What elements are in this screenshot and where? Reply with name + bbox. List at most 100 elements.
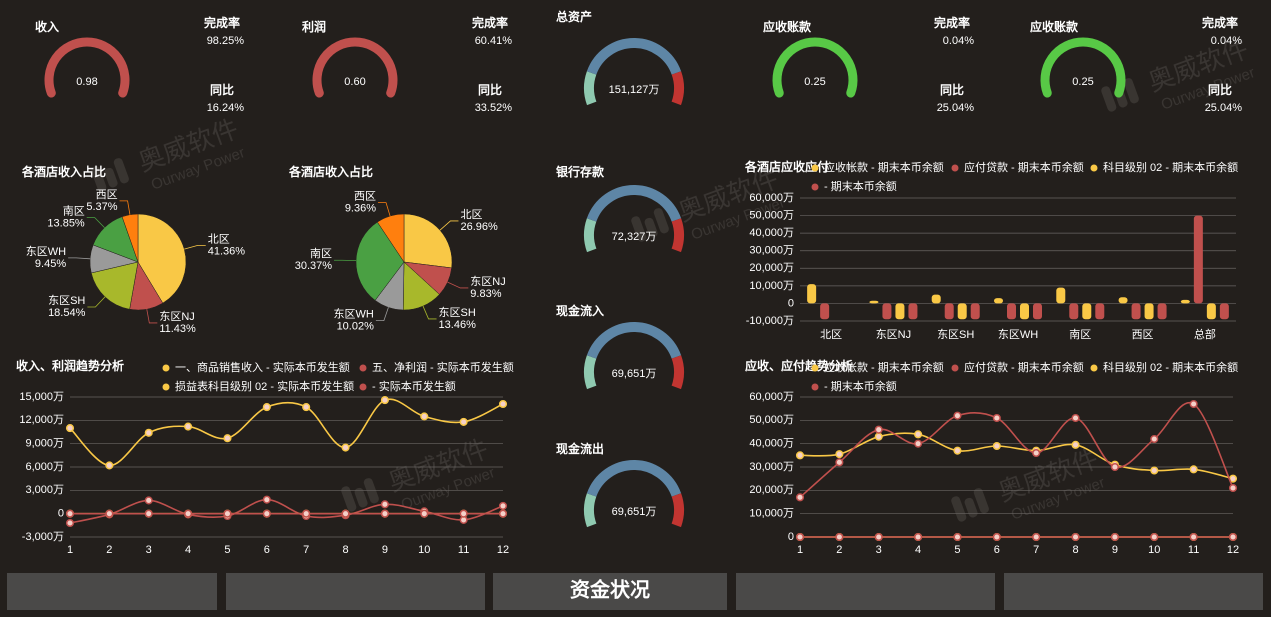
line-point bbox=[420, 412, 429, 421]
gauge-arc bbox=[1040, 37, 1126, 98]
bar bbox=[970, 303, 980, 320]
legend-dot bbox=[811, 364, 819, 372]
leader-line bbox=[375, 307, 389, 322]
legend-dot bbox=[951, 364, 959, 372]
line-point bbox=[835, 532, 844, 542]
y-tick-label: 50,000万 bbox=[749, 209, 794, 221]
bar bbox=[1157, 303, 1167, 320]
y-tick-label: 20,000万 bbox=[749, 262, 794, 274]
chart-title: 收入、利润趋势分析 bbox=[16, 358, 124, 373]
watermark-icon bbox=[91, 166, 107, 192]
line-point bbox=[223, 434, 232, 443]
kpi-label: 完成率 bbox=[472, 15, 508, 30]
kpi-value: 0.04% bbox=[943, 35, 974, 47]
nav-button[interactable] bbox=[226, 573, 485, 610]
gauge-title: 现金流出 bbox=[556, 441, 604, 456]
line-point bbox=[992, 413, 1001, 423]
x-tick-label: 11 bbox=[1188, 544, 1199, 556]
line-point bbox=[1150, 532, 1159, 542]
line-point bbox=[953, 446, 962, 455]
pie-value: 5.37% bbox=[86, 201, 117, 213]
bar bbox=[807, 284, 817, 304]
gauge-band bbox=[586, 185, 682, 222]
nav-button[interactable] bbox=[1004, 573, 1263, 610]
gauge-band bbox=[586, 38, 682, 75]
bar bbox=[957, 303, 967, 320]
line-point bbox=[144, 428, 153, 437]
gauge-value: 69,651万 bbox=[612, 368, 657, 380]
line-point bbox=[144, 509, 153, 518]
chart-title: 应收、应付趋势分析 bbox=[745, 358, 853, 373]
legend-label: - 期末本币余额 bbox=[824, 179, 897, 193]
gauge-value: 69,651万 bbox=[612, 506, 657, 518]
line-point bbox=[1150, 434, 1159, 444]
gauge-band bbox=[671, 71, 684, 106]
watermark-icon bbox=[113, 158, 129, 184]
nav-button[interactable] bbox=[7, 573, 217, 610]
legend-dot bbox=[1090, 364, 1098, 372]
line-point bbox=[380, 509, 389, 518]
gauge-arc bbox=[44, 37, 130, 98]
y-tick-label: 0 bbox=[788, 531, 794, 543]
leader-line bbox=[447, 281, 469, 289]
kpi-value: 98.25% bbox=[207, 35, 245, 47]
kpi-value: 33.52% bbox=[475, 102, 513, 114]
x-tick-label: 6 bbox=[264, 544, 270, 556]
line-point bbox=[262, 509, 271, 518]
leader-line bbox=[68, 257, 91, 260]
y-tick-label: 40,000万 bbox=[749, 227, 794, 239]
y-tick-label: 40,000万 bbox=[749, 438, 794, 450]
kpi-label: 同比 bbox=[478, 82, 502, 97]
legend-dot bbox=[951, 164, 959, 172]
x-tick-label: 西区 bbox=[1132, 329, 1154, 341]
legend-dot bbox=[162, 364, 170, 372]
bar bbox=[1180, 299, 1190, 304]
legend-dot bbox=[811, 383, 819, 391]
legend-label: 科目级别 02 - 期末本币余额 bbox=[1103, 160, 1238, 174]
pie-value: 10.02% bbox=[337, 321, 375, 333]
legend-dot bbox=[359, 383, 367, 391]
y-tick-label: 60,000万 bbox=[749, 391, 794, 403]
leader-line bbox=[119, 200, 131, 215]
line-point bbox=[992, 532, 1001, 542]
gauge-band bbox=[584, 355, 597, 390]
kpi-value: 0.04% bbox=[1211, 35, 1242, 47]
line-point bbox=[795, 532, 805, 542]
line-point bbox=[1189, 532, 1198, 542]
bar bbox=[944, 303, 954, 320]
kpi-label: 同比 bbox=[1208, 82, 1232, 97]
line-point bbox=[1189, 465, 1198, 474]
line-point bbox=[835, 450, 844, 459]
nav-button[interactable] bbox=[736, 573, 995, 610]
line-point bbox=[184, 422, 193, 431]
nav-button-active[interactable] bbox=[493, 573, 727, 610]
legend-label: 应付贷款 - 期末本币余额 bbox=[964, 360, 1084, 374]
kpi-value: 60.41% bbox=[475, 35, 513, 47]
x-tick-label: 6 bbox=[994, 544, 1000, 556]
nav-label[interactable]: 资金状况 bbox=[570, 577, 650, 601]
line-point bbox=[65, 424, 75, 433]
bar bbox=[931, 294, 941, 304]
kpi-value: 25.04% bbox=[937, 102, 975, 114]
watermark-icon bbox=[951, 496, 967, 522]
line-point bbox=[262, 495, 271, 504]
watermark-icon bbox=[1123, 78, 1139, 104]
bar bbox=[820, 303, 830, 320]
line-point bbox=[105, 461, 114, 470]
gauge-band bbox=[586, 322, 682, 359]
line-point bbox=[498, 501, 508, 510]
legend-dot bbox=[811, 164, 819, 172]
x-tick-label: 9 bbox=[382, 544, 388, 556]
pie-label: 西区 bbox=[96, 189, 118, 201]
gauge-title: 收入 bbox=[35, 19, 59, 34]
pie-label: 东区NJ bbox=[159, 310, 194, 323]
line-point bbox=[1032, 532, 1041, 542]
x-tick-label: 4 bbox=[915, 544, 921, 556]
x-tick-label: 3 bbox=[876, 544, 882, 556]
x-tick-label: 7 bbox=[1033, 544, 1039, 556]
line-point bbox=[1150, 466, 1159, 475]
line-point bbox=[459, 509, 468, 518]
watermark-icon bbox=[653, 208, 669, 234]
line-point bbox=[914, 430, 923, 439]
